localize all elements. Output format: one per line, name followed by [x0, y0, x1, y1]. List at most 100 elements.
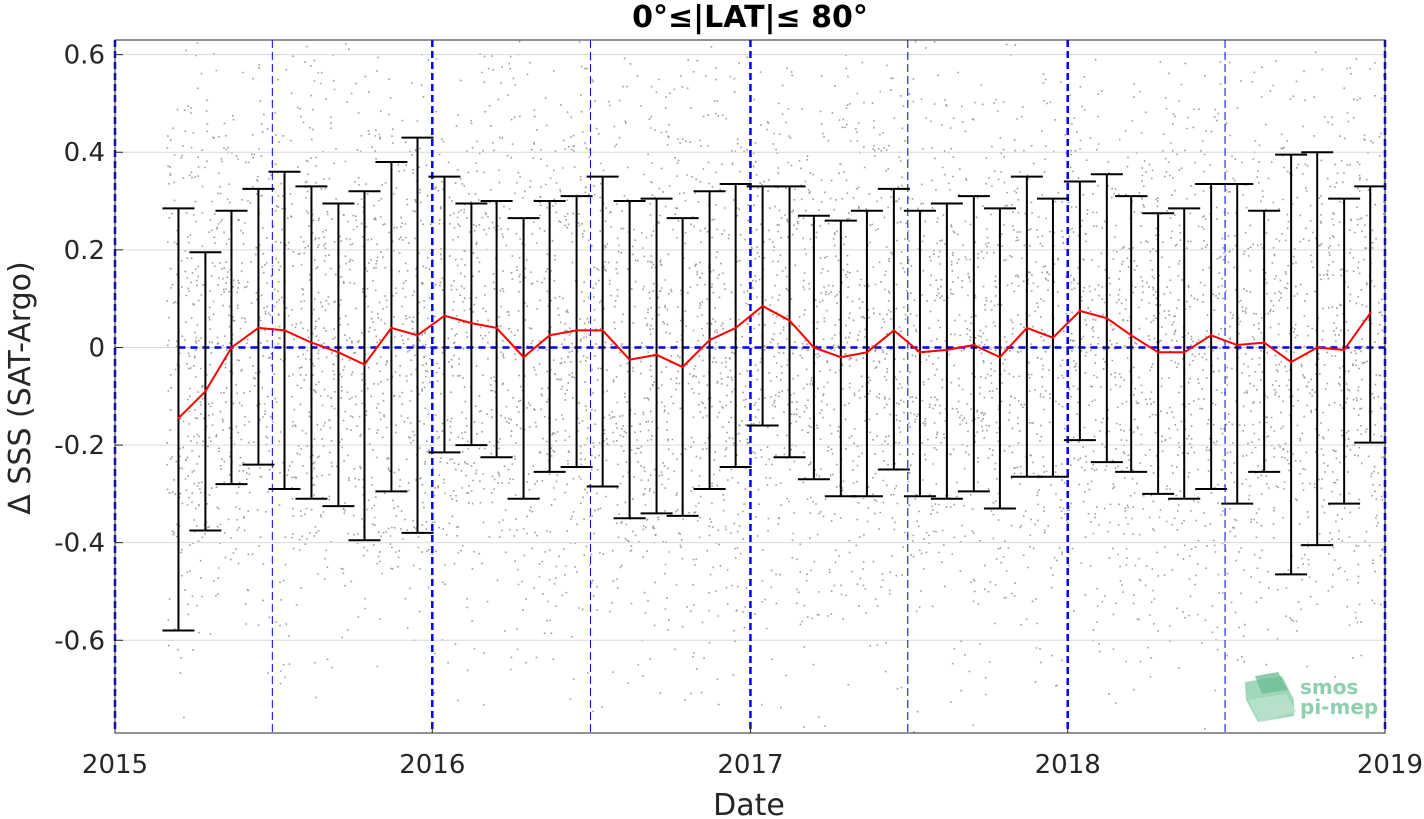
logo-text-line1: smos: [1300, 675, 1358, 699]
mean-point: [470, 321, 473, 325]
mean-point: [1156, 351, 1160, 354]
mean-point: [1209, 334, 1213, 337]
mean-point: [788, 319, 791, 322]
mean-point: [257, 326, 260, 330]
error-bar: [1142, 212, 1175, 495]
mean-line-series: [177, 304, 1372, 420]
mean-point: [177, 417, 180, 420]
mean-point: [1315, 346, 1319, 349]
y-tick-label: 0.2: [64, 236, 105, 266]
y-axis-label: Δ SSS (SAT-Argo): [3, 261, 38, 514]
error-bar: [1301, 151, 1334, 547]
mean-point: [1078, 309, 1082, 313]
x-tick-label: 2016: [399, 750, 465, 780]
error-bar: [930, 202, 963, 500]
mean-point: [655, 353, 658, 356]
error-bar: [1010, 175, 1043, 478]
x-tick-label: 2019: [1357, 750, 1423, 780]
y-tick-label: -0.2: [54, 431, 105, 461]
y-tick-label: 0.4: [64, 138, 105, 168]
mean-point: [812, 346, 816, 349]
mean-point: [337, 351, 340, 354]
error-bar: [824, 219, 857, 498]
mean-point: [945, 348, 949, 352]
mean-line: [177, 304, 1372, 419]
mean-point: [839, 356, 843, 359]
logo-mark-icon: [1245, 672, 1296, 722]
y-axis-ticks: 0.6 0.4 0.2 0 -0.2 -0.4 -0.6: [54, 41, 123, 656]
mean-point: [892, 329, 896, 332]
x-axis-ticks: 2015 2016 2017 2018 2019: [82, 725, 1423, 780]
error-bar: [1328, 197, 1361, 505]
x-tick-label: 2017: [717, 750, 783, 780]
mean-point: [548, 334, 551, 337]
mean-point: [575, 329, 578, 332]
y-tick-label: 0.6: [64, 41, 105, 71]
mean-point: [918, 351, 922, 354]
error-bar: [242, 187, 275, 466]
mean-point: [601, 329, 604, 332]
error-bar: [903, 209, 936, 498]
mean-point: [1129, 334, 1133, 337]
mean-point: [708, 338, 711, 342]
y-tick-label: -0.6: [54, 626, 105, 656]
mean-point: [204, 390, 207, 393]
mean-point: [283, 329, 286, 332]
mean-point: [998, 356, 1002, 359]
mean-point: [1105, 316, 1109, 320]
date-reference-lines: [113, 40, 1387, 733]
error-bar: [1168, 207, 1201, 500]
mean-point: [761, 304, 764, 308]
scatter-points: [166, 40, 1387, 733]
mean-point: [443, 314, 446, 317]
error-bar: [375, 161, 408, 493]
x-axis-label: Date: [713, 788, 785, 819]
x-tick-label: 2018: [1035, 750, 1101, 780]
mean-point: [495, 326, 498, 330]
error-bar: [1221, 182, 1254, 505]
logo-text-line2: pi-mep: [1300, 695, 1378, 719]
mean-point: [1289, 360, 1293, 364]
error-bar: [162, 207, 195, 632]
error-bar: [1115, 195, 1148, 473]
mean-point: [628, 358, 631, 361]
mean-point: [681, 365, 684, 369]
mean-point: [363, 363, 366, 366]
mean-point: [1236, 343, 1239, 347]
y-tick-label: -0.4: [54, 529, 105, 559]
scatter-cloud: [166, 40, 1387, 733]
y-tick-label: 0: [88, 333, 105, 363]
chart-title: 0°≤|LAT|≤ 80°: [632, 0, 868, 35]
mean-point: [972, 343, 976, 347]
mean-point: [522, 356, 525, 359]
error-bar: [455, 202, 488, 447]
mean-point: [1262, 341, 1266, 344]
mean-point: [1025, 326, 1029, 330]
mean-point: [416, 334, 419, 337]
error-bars: [162, 136, 1387, 632]
error-bar: [322, 202, 355, 508]
mean-point: [390, 326, 393, 330]
mean-point: [310, 341, 313, 344]
mean-point: [865, 351, 869, 354]
smos-pi-mep-logo: smos pi-mep: [1245, 672, 1378, 722]
mean-point: [1342, 348, 1346, 352]
error-bar: [983, 207, 1016, 510]
mean-point: [1369, 312, 1372, 315]
error-bar: [850, 209, 883, 498]
error-bar: [1275, 153, 1308, 576]
error-bar: [957, 195, 990, 493]
error-bar: [428, 175, 461, 454]
error-bar: [1195, 182, 1228, 490]
error-bar: [1248, 209, 1281, 473]
error-bar: [640, 197, 673, 515]
x-tick-label: 2015: [82, 750, 148, 780]
mean-point: [1182, 351, 1186, 354]
mean-point: [230, 346, 233, 349]
mean-point: [734, 326, 737, 330]
plot-area: [113, 39, 1387, 734]
mean-point: [1051, 336, 1055, 339]
error-bar: [348, 190, 381, 542]
error-bar: [560, 195, 593, 469]
